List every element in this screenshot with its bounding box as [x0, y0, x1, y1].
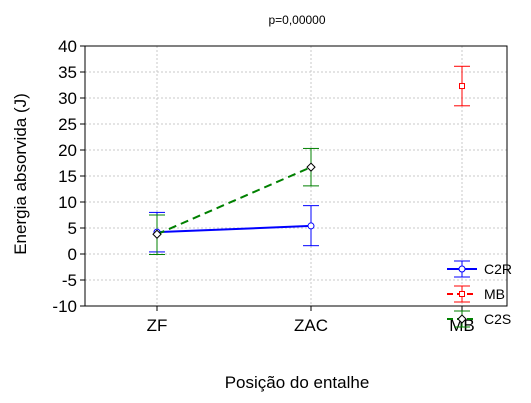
data-point — [152, 229, 162, 239]
x-tick-label: ZAC — [294, 316, 328, 335]
y-tick-label: 0 — [68, 245, 77, 264]
y-tick-label: -5 — [62, 271, 77, 290]
series-mb — [459, 83, 465, 90]
chart-title: p=0,00000 — [268, 13, 325, 27]
y-tick-label: 30 — [58, 89, 77, 108]
legend-marker — [457, 314, 467, 324]
legend-entry-c2r: C2R — [447, 260, 512, 278]
grid — [85, 46, 507, 306]
plot-frame — [84, 45, 508, 307]
y-tick-label: 10 — [58, 193, 77, 212]
y-tick-label: 25 — [58, 115, 77, 134]
data-point — [306, 162, 316, 172]
legend-label: C2R — [484, 261, 512, 277]
legend-entry-c2s: C2S — [447, 310, 511, 328]
data-point — [459, 83, 465, 90]
y-tick-label: 35 — [58, 63, 77, 82]
y-tick-label: 5 — [68, 219, 77, 238]
legend-entry-mb: MB — [447, 285, 505, 303]
plot-series — [149, 65, 470, 256]
series-line — [156, 166, 312, 236]
series-line — [156, 224, 312, 234]
y-tick-label: 20 — [58, 141, 77, 160]
series-c2r — [153, 222, 315, 236]
legend: C2R MB C2S — [447, 260, 512, 328]
data-point — [307, 222, 315, 230]
x-tick-label: ZF — [147, 316, 168, 335]
y-tick-label: 15 — [58, 167, 77, 186]
y-tick-label: 40 — [58, 37, 77, 56]
series-c2s — [152, 162, 316, 239]
legend-label: MB — [484, 286, 505, 302]
series-c2s-errorbars — [149, 147, 319, 256]
legend-marker — [459, 291, 465, 297]
axes: -10 -5 0 5 10 15 20 25 30 35 40 ZF ZAC MB — [52, 37, 508, 335]
x-axis-label: Posição do entalhe — [225, 373, 370, 392]
legend-marker — [458, 265, 466, 273]
y-tick-label: -10 — [52, 297, 77, 316]
legend-label: C2S — [484, 311, 511, 327]
y-axis-label: Energia absorvida (J) — [11, 93, 30, 255]
